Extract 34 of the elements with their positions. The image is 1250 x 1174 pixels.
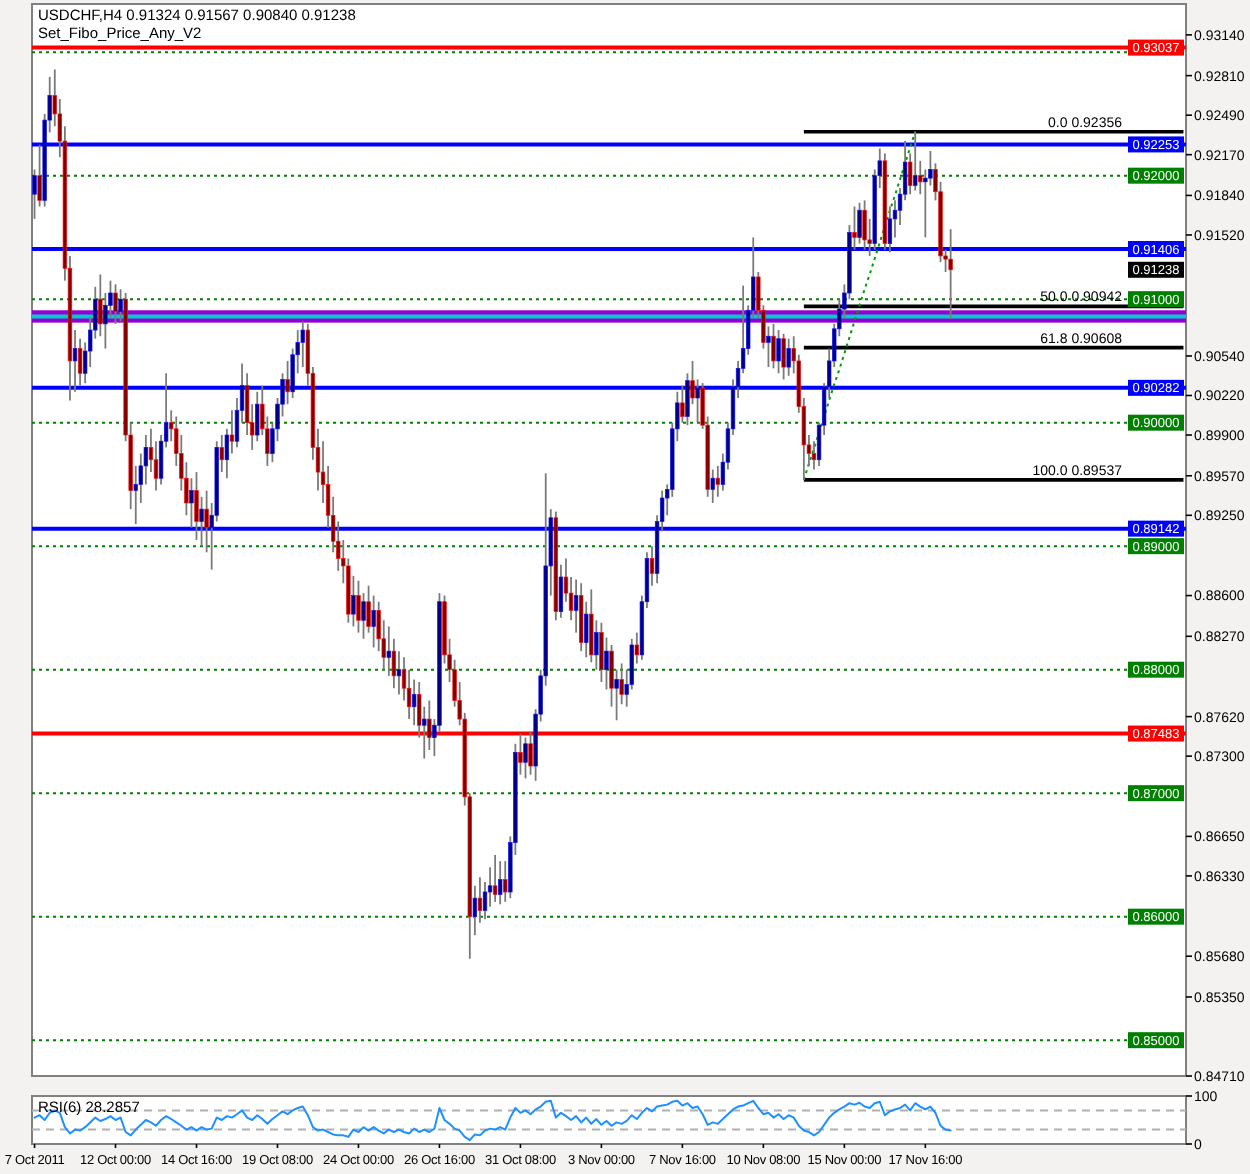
candlestick xyxy=(492,854,498,903)
candlestick xyxy=(523,736,528,780)
candlestick xyxy=(255,390,260,443)
candlestick xyxy=(857,201,862,245)
candlestick xyxy=(604,636,609,691)
candlestick xyxy=(599,621,604,683)
candlestick xyxy=(862,199,867,251)
candlestick xyxy=(528,730,533,776)
candlestick xyxy=(361,592,366,640)
candlestick xyxy=(578,582,584,653)
candlestick xyxy=(766,325,771,368)
candlestick xyxy=(781,332,786,381)
candlestick xyxy=(113,283,118,325)
candlestick xyxy=(118,288,123,323)
candlestick xyxy=(589,588,594,664)
candlestick xyxy=(913,130,918,192)
candlestick xyxy=(776,329,781,375)
candlestick xyxy=(427,699,432,751)
candlestick xyxy=(614,668,619,722)
candlestick xyxy=(356,579,361,634)
candlestick xyxy=(518,733,523,776)
candlestick xyxy=(189,477,194,529)
candlestick xyxy=(695,378,700,424)
candlestick xyxy=(852,205,857,251)
candlestick xyxy=(77,337,83,387)
candlestick xyxy=(771,322,776,370)
candlestick xyxy=(371,594,376,649)
line-series xyxy=(802,130,917,481)
candlestick xyxy=(498,860,503,906)
candlestick xyxy=(194,471,199,541)
candlestick xyxy=(786,337,791,377)
candlestick xyxy=(199,495,204,548)
line-series xyxy=(33,1099,952,1142)
candlestick xyxy=(948,228,953,320)
